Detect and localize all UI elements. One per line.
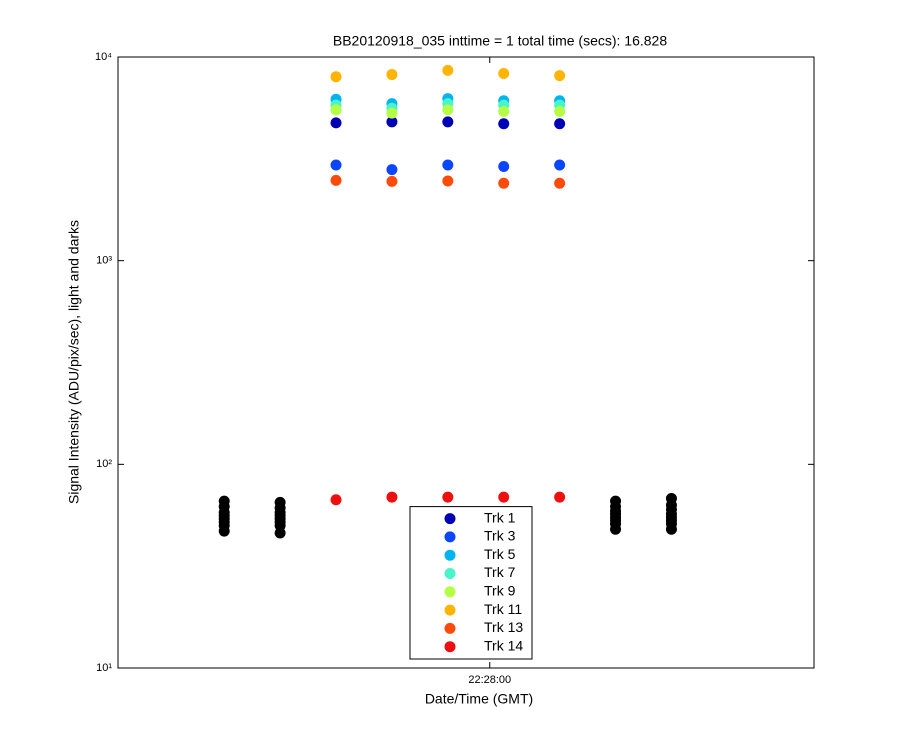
legend-marker [444,531,456,543]
legend-marker [444,513,456,525]
data-point [330,71,342,83]
data-point [498,106,510,118]
legend-label: Trk 13 [484,619,523,635]
y-tick-label: 10⁴ [95,51,112,63]
data-point [442,104,454,116]
data-point [498,118,510,130]
dark-point [665,492,677,504]
data-point [330,174,342,186]
legend-label: Trk 14 [484,637,523,653]
data-point [442,491,454,503]
data-point [330,117,342,129]
data-point [442,64,454,76]
legend-label: Trk 1 [484,509,516,525]
legend-label: Trk 5 [484,546,516,562]
data-point [442,116,454,128]
data-point [498,491,510,503]
data-point [386,164,398,176]
data-point [330,159,342,171]
legend-marker [444,641,456,653]
legend-label: Trk 9 [484,583,516,599]
data-point [498,177,510,189]
data-point [330,494,342,506]
x-tick-label: 22:28:00 [468,674,511,686]
data-point [554,118,566,130]
dark-point [274,496,286,508]
data-point [386,116,398,128]
data-point [386,107,398,119]
data-point [554,491,566,503]
legend-marker [444,568,456,579]
data-point [554,106,566,118]
data-point [386,175,398,187]
dark-point [610,495,622,507]
legend-marker [444,549,456,561]
legend-box [409,506,533,660]
y-tick-label: 10¹ [96,662,112,674]
legend-label: Trk 7 [484,564,516,580]
data-point [386,69,398,81]
legend-marker [444,604,456,616]
data-point [442,175,454,187]
y-tick-label: 10³ [96,255,112,267]
dark-point [218,495,230,507]
chart-title: BB20120918_035 inttime = 1 total time (s… [333,33,667,49]
data-point [554,70,566,82]
legend-label: Trk 3 [484,528,516,544]
legend-marker [444,622,456,634]
plot-frame [117,56,815,669]
data-point [330,104,342,116]
data-point [554,177,566,189]
x-axis-label: Date/Time (GMT) [425,691,533,707]
data-point [442,159,454,171]
data-point [554,159,566,171]
y-axis-label: Signal Intensity (ADU/pix/sec), light an… [66,220,82,504]
legend-label: Trk 11 [484,601,522,617]
legend-marker [444,586,456,598]
y-tick-label: 10² [96,458,112,470]
data-point [498,160,510,172]
data-point [498,67,510,79]
data-point [386,491,398,503]
